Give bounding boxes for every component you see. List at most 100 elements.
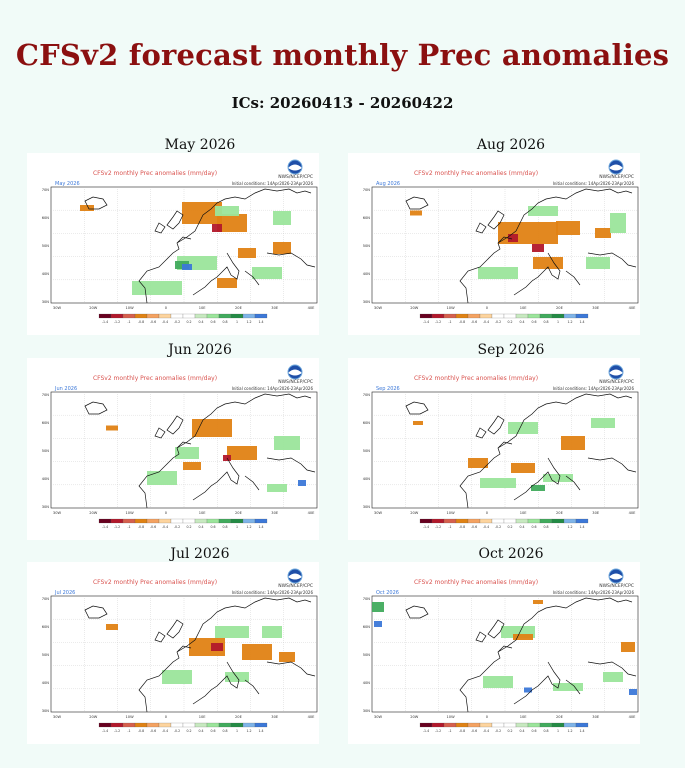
anomaly-region	[513, 634, 533, 640]
colorbar-tick-label: -0.8	[138, 729, 144, 733]
colorbar-tick-label: 0.6	[531, 525, 536, 529]
colorbar-tick-label: 0.2	[186, 320, 191, 324]
colorbar-swatch	[563, 518, 577, 524]
colorbar-tick-label: -1	[448, 320, 451, 324]
lat-tick-label: 70N	[42, 393, 50, 397]
colorbar-swatch	[527, 313, 541, 319]
colorbar-tick-label: 0.2	[507, 320, 512, 324]
agency-label: NWS/NCEP/CPC	[278, 174, 313, 180]
colorbar-swatch	[182, 313, 196, 319]
colorbar-tick-label: -0.4	[162, 525, 168, 529]
anomaly-region	[242, 644, 272, 660]
lat-tick-label: 40N	[42, 477, 50, 481]
colorbar-swatch	[551, 722, 565, 728]
colorbar-swatch	[254, 313, 268, 319]
colorbar: -1.4 -1.2 -1 -0.8 -0.6 -0.4 -0.2 0.2 0.4 0.6 0.8 1 1…	[419, 518, 589, 529]
anomaly-region	[189, 638, 225, 656]
anomaly-region	[480, 478, 516, 488]
colorbar-tick-label: 0.2	[507, 729, 512, 733]
colorbar-swatch	[455, 313, 469, 319]
colorbar-tick-label: 0.4	[519, 525, 524, 529]
lat-tick-label: 60N	[363, 216, 371, 220]
noaa-logo-icon	[287, 568, 303, 584]
map-title: CFSv2 monthly Prec anomalies (mm/day)	[93, 170, 217, 177]
lon-tick-label: 30W	[374, 511, 383, 515]
colorbar-swatch	[491, 518, 505, 524]
colorbar-swatch	[206, 722, 220, 728]
lon-tick-label: 30E	[271, 511, 279, 515]
lon-tick-label: 40E	[629, 715, 637, 719]
colorbar-swatch	[563, 722, 577, 728]
lat-tick-label: 70N	[42, 188, 50, 192]
map-figure: CFSv2 monthly Prec anomalies (mm/day) Jun…	[42, 364, 318, 529]
colorbar-swatch	[158, 722, 172, 728]
anomaly-map-may: CFSv2 monthly Prec anomalies (mm/day) May…	[27, 153, 319, 335]
colorbar-swatch	[98, 313, 112, 319]
colorbar-tick-label: -1.4	[423, 320, 429, 324]
lat-tick-label: 60N	[363, 421, 371, 425]
anomaly-region	[621, 642, 635, 652]
colorbar-tick-label: 1	[236, 320, 238, 324]
colorbar-tick-label: -0.8	[459, 320, 465, 324]
lon-tick-label: 10W	[126, 511, 135, 515]
panel-month-label: May 2026	[164, 137, 236, 153]
colorbar-tick-label: 0.6	[531, 320, 536, 324]
anomaly-region	[279, 652, 295, 662]
colorbar-tick-label: 0.4	[198, 525, 203, 529]
colorbar-tick-label: 0.8	[543, 729, 548, 733]
colorbar-tick-label: -0.6	[150, 525, 156, 529]
anomaly-region	[553, 683, 583, 691]
colorbar-tick-label: -1.4	[102, 320, 108, 324]
lon-tick-label: 0	[486, 715, 489, 719]
lon-tick-label: 20W	[410, 511, 419, 515]
lat-tick-label: 40N	[42, 681, 50, 685]
colorbar-tick-label: 1.2	[567, 729, 572, 733]
colorbar-swatch	[110, 313, 124, 319]
anomaly-region	[603, 672, 623, 682]
anomaly-region	[238, 248, 256, 258]
colorbar-swatch	[575, 518, 589, 524]
lat-tick-label: 50N	[42, 449, 50, 453]
anomaly-region	[132, 281, 182, 295]
lat-tick-label: 30N	[363, 300, 371, 304]
anomaly-region	[511, 463, 535, 473]
colorbar-swatch	[146, 313, 160, 319]
agency-label: NWS/NCEP/CPC	[599, 379, 634, 385]
anomaly-region	[80, 205, 94, 211]
lon-tick-label: 30W	[374, 715, 383, 719]
lon-tick-label: 20E	[556, 715, 564, 719]
agency-label: NWS/NCEP/CPC	[599, 583, 634, 589]
lat-tick-label: 50N	[42, 244, 50, 248]
colorbar-tick-label: -0.8	[459, 525, 465, 529]
colorbar-swatch	[467, 518, 481, 524]
colorbar-swatch	[218, 518, 232, 524]
lon-tick-label: 30W	[53, 306, 62, 310]
anomaly-region	[533, 257, 563, 269]
lon-tick-label: 20W	[410, 306, 419, 310]
anomaly-region	[498, 222, 558, 244]
colorbar-swatch	[254, 518, 268, 524]
map-title: CFSv2 monthly Prec anomalies (mm/day)	[414, 170, 538, 177]
anomaly-region	[508, 422, 538, 434]
colorbar: -1.4 -1.2 -1 -0.8 -0.6 -0.4 -0.2 0.2 0.4 0.6 0.8 1 1…	[98, 518, 268, 529]
colorbar-tick-label: 1.4	[258, 729, 263, 733]
colorbar-swatch	[443, 722, 457, 728]
colorbar-tick-label: 0.6	[531, 729, 536, 733]
map-figure: CFSv2 monthly Prec anomalies (mm/day) Oct…	[363, 568, 639, 733]
map-figure: CFSv2 monthly Prec anomalies (mm/day) Sep…	[363, 364, 639, 529]
colorbar-tick-label: -1.2	[114, 729, 120, 733]
anomaly-region	[217, 214, 247, 232]
colorbar-tick-label: -0.8	[138, 320, 144, 324]
anomaly-region	[227, 446, 257, 460]
colorbar-tick-label: 0.8	[222, 525, 227, 529]
agency-label: NWS/NCEP/CPC	[278, 583, 313, 589]
iceland-outline	[84, 605, 108, 619]
coastline	[459, 188, 637, 304]
anomaly-region	[410, 210, 422, 216]
colorbar-tick-label: 0.2	[186, 729, 191, 733]
lat-tick-label: 40N	[363, 477, 371, 481]
map-figure: CFSv2 monthly Prec anomalies (mm/day) May…	[42, 159, 318, 324]
colorbar-swatch	[218, 313, 232, 319]
colorbar-tick-label: 0.4	[198, 729, 203, 733]
colorbar-tick-label: 0.8	[543, 525, 548, 529]
